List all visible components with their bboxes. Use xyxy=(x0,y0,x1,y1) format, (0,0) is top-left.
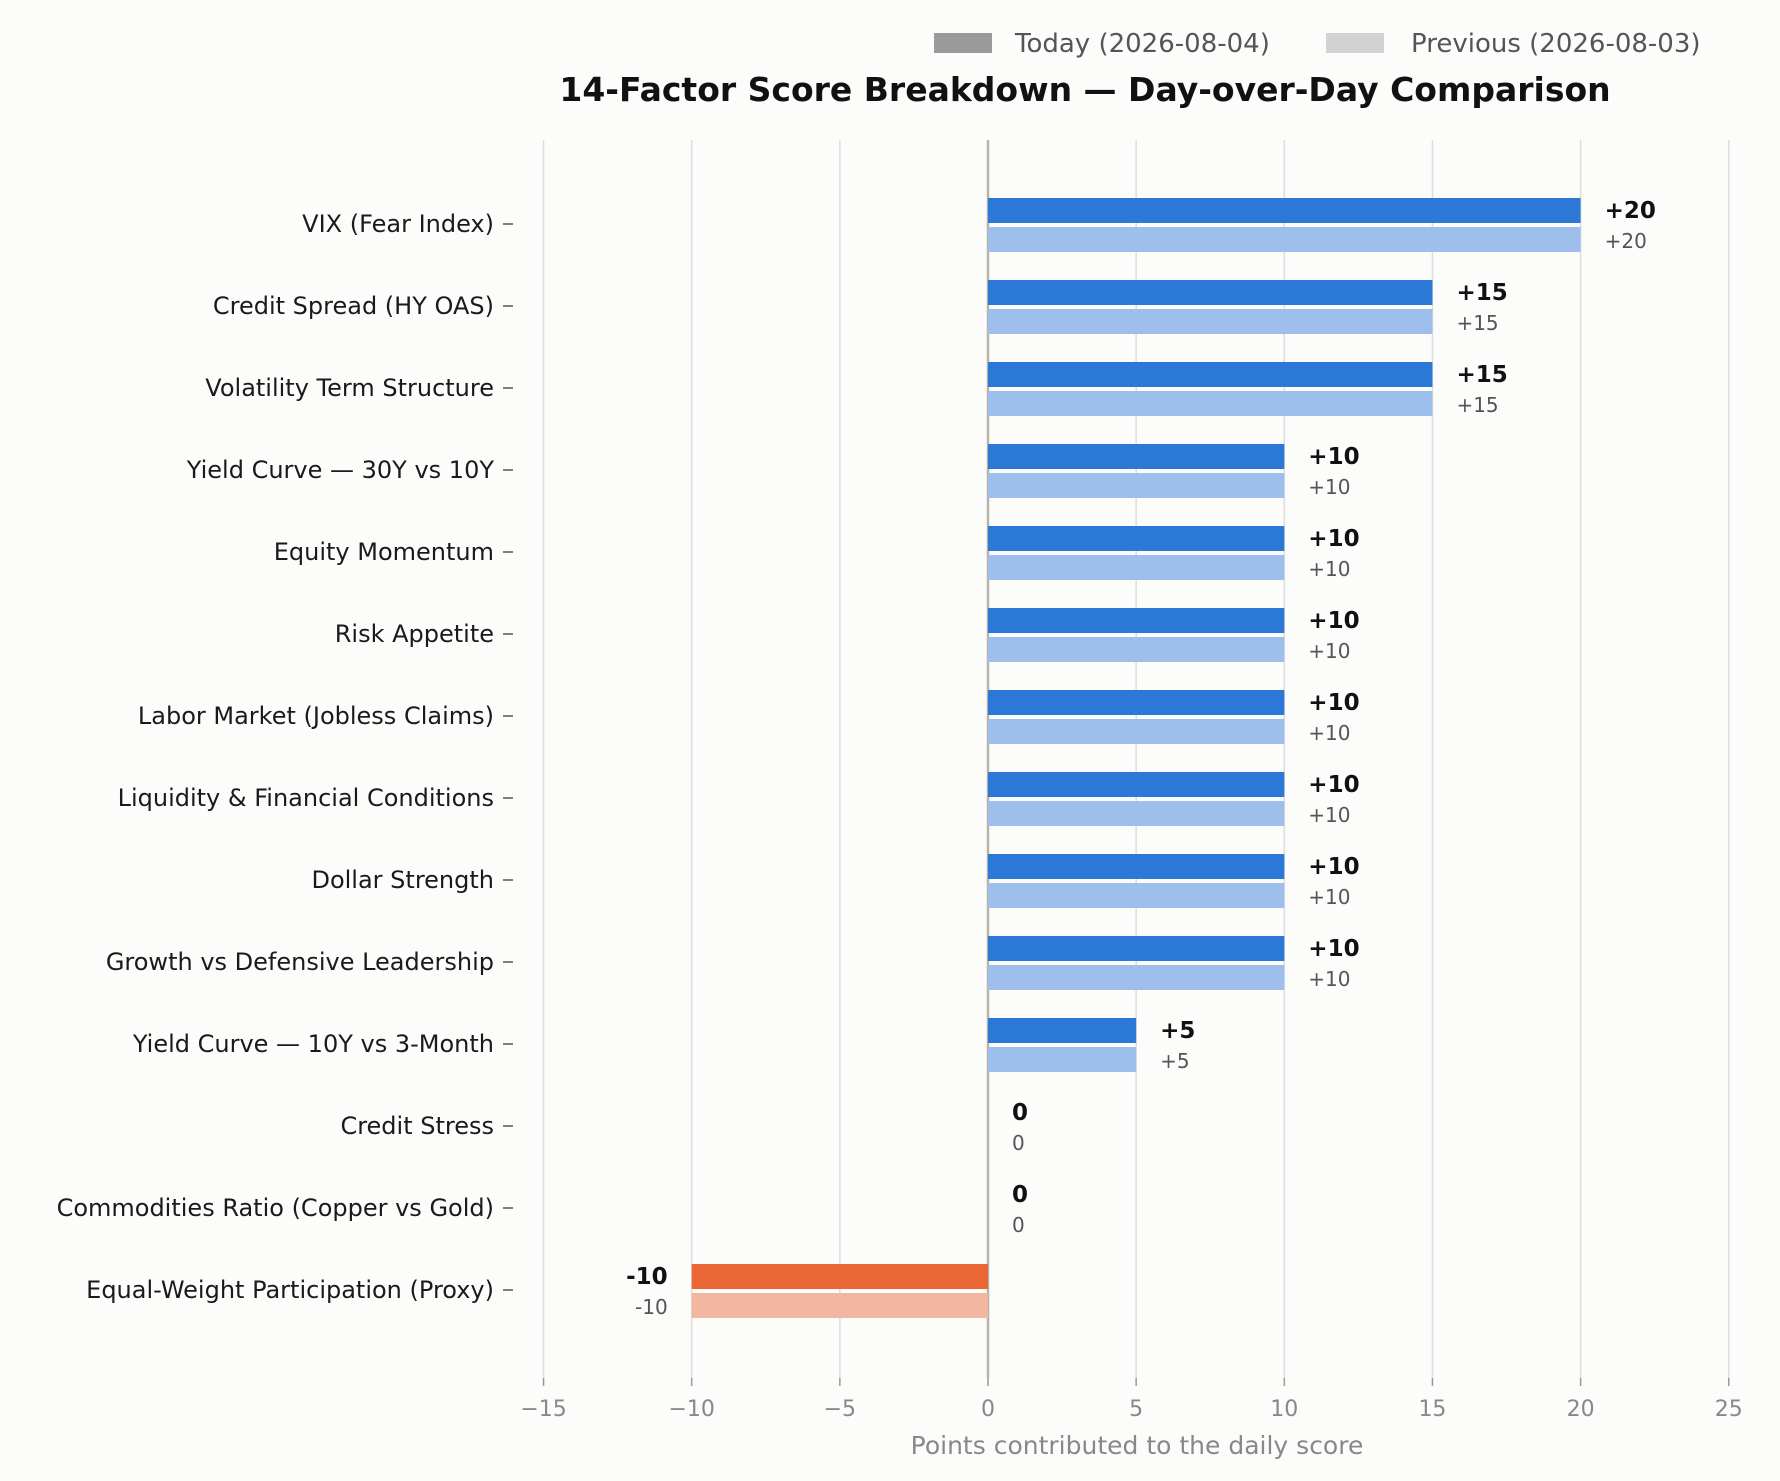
data-label-today: +20 xyxy=(1605,198,1656,224)
data-label-previous: -10 xyxy=(635,1295,668,1319)
x-tick-label: 20 xyxy=(1567,1397,1595,1422)
x-tick-label: 10 xyxy=(1270,1397,1298,1422)
data-label-today: -10 xyxy=(626,1264,668,1290)
data-label-today: +10 xyxy=(1308,772,1359,798)
bar-today xyxy=(988,198,1581,223)
data-label-previous: +10 xyxy=(1308,885,1350,909)
legend-swatch-previous xyxy=(1326,33,1384,53)
data-label-previous: +20 xyxy=(1605,229,1647,253)
x-tick-label: 5 xyxy=(1129,1397,1143,1422)
bar-today xyxy=(988,772,1285,797)
legend-label-today: Today (2026-08-04) xyxy=(1014,29,1270,59)
category-label: Volatility Term Structure xyxy=(205,374,494,402)
category-label: Commodities Ratio (Copper vs Gold) xyxy=(57,1194,494,1222)
bar-previous xyxy=(988,801,1285,826)
bar-today xyxy=(988,444,1285,469)
bar-previous xyxy=(988,637,1285,662)
category-label: VIX (Fear Index) xyxy=(302,210,494,238)
data-label-previous: +15 xyxy=(1456,393,1498,417)
data-label-previous: 0 xyxy=(1012,1213,1025,1237)
category-label: Credit Stress xyxy=(340,1112,494,1140)
data-label-today: +15 xyxy=(1456,362,1507,388)
x-tick-label: 25 xyxy=(1715,1397,1743,1422)
data-label-today: +10 xyxy=(1308,936,1359,962)
bar-today xyxy=(988,280,1433,305)
bar-today xyxy=(988,690,1285,715)
bar-previous xyxy=(988,965,1285,990)
data-label-today: 0 xyxy=(1012,1182,1028,1208)
data-label-previous: +10 xyxy=(1308,803,1350,827)
data-label-today: +5 xyxy=(1160,1018,1195,1044)
category-label: Yield Curve — 10Y vs 3-Month xyxy=(132,1030,494,1058)
bar-previous xyxy=(988,555,1285,580)
category-label: Equity Momentum xyxy=(274,538,494,566)
bar-previous xyxy=(988,1047,1137,1072)
legend-swatch-today xyxy=(934,33,992,53)
data-label-today: +15 xyxy=(1456,280,1507,306)
category-label: Yield Curve — 30Y vs 10Y xyxy=(186,456,495,484)
bar-previous xyxy=(988,391,1433,416)
x-tick-label: 0 xyxy=(981,1397,995,1422)
bar-previous xyxy=(988,309,1433,334)
bar-previous xyxy=(988,473,1285,498)
bar-today xyxy=(988,1018,1137,1043)
legend-label-previous: Previous (2026-08-03) xyxy=(1411,29,1701,59)
category-label: Labor Market (Jobless Claims) xyxy=(138,702,494,730)
bar-previous xyxy=(988,227,1581,252)
data-label-previous: +15 xyxy=(1456,311,1498,335)
bar-today xyxy=(988,854,1285,879)
bar-previous xyxy=(988,719,1285,744)
x-tick-label: −15 xyxy=(520,1397,566,1422)
data-label-today: +10 xyxy=(1308,690,1359,716)
data-label-previous: 0 xyxy=(1012,1131,1025,1155)
x-axis-label: Points contributed to the daily score xyxy=(911,1431,1364,1460)
chart-title: 14-Factor Score Breakdown — Day-over-Day… xyxy=(559,70,1610,109)
data-label-today: +10 xyxy=(1308,444,1359,470)
category-label: Growth vs Defensive Leadership xyxy=(106,948,494,976)
bar-today xyxy=(988,608,1285,633)
data-label-today: +10 xyxy=(1308,526,1359,552)
data-label-previous: +10 xyxy=(1308,967,1350,991)
data-label-previous: +10 xyxy=(1308,557,1350,581)
data-label-previous: +10 xyxy=(1308,721,1350,745)
category-label: Credit Spread (HY OAS) xyxy=(213,292,494,320)
labels-layer: −15 −10 −5 0 5 10 15 20 25 VIX (Fear Index) +20 +20… xyxy=(57,198,1743,1422)
data-label-previous: +5 xyxy=(1160,1049,1189,1073)
data-label-today: +10 xyxy=(1308,854,1359,880)
category-label: Equal-Weight Participation (Proxy) xyxy=(86,1276,494,1304)
grid-layer xyxy=(503,140,1730,1386)
bar-today xyxy=(988,362,1433,387)
x-tick-label: −10 xyxy=(668,1397,714,1422)
data-label-previous: +10 xyxy=(1308,475,1350,499)
category-label: Liquidity & Financial Conditions xyxy=(118,784,494,812)
x-tick-label: −5 xyxy=(824,1397,856,1422)
bar-today xyxy=(988,526,1285,551)
bar-today xyxy=(988,936,1285,961)
bar-previous xyxy=(988,883,1285,908)
data-label-today: +10 xyxy=(1308,608,1359,634)
bar-today xyxy=(691,1264,988,1289)
bar-previous xyxy=(691,1293,988,1318)
category-label: Dollar Strength xyxy=(311,866,494,894)
category-label: Risk Appetite xyxy=(335,620,494,648)
data-label-today: 0 xyxy=(1012,1100,1028,1126)
legend: Today (2026-08-04) Previous (2026-08-03) xyxy=(934,29,1701,59)
x-tick-label: 15 xyxy=(1418,1397,1446,1422)
bars-layer xyxy=(691,198,1581,1318)
data-label-previous: +10 xyxy=(1308,639,1350,663)
